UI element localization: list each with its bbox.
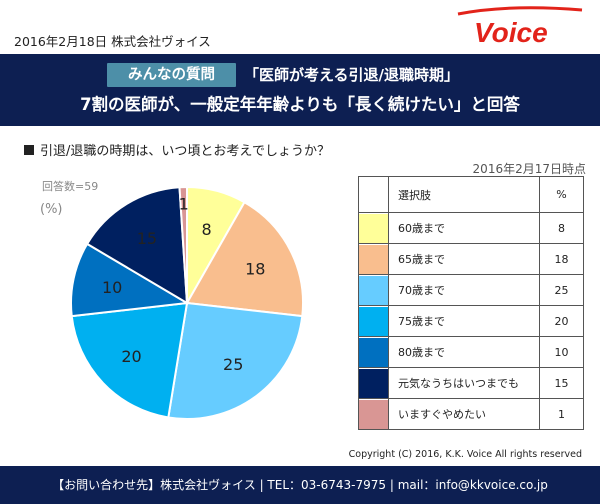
pie-slice-label: 15 [137, 229, 157, 248]
contact-footer: 【お問い合わせ先】株式会社ヴォイス | TEL：03-6743-7975 | m… [0, 466, 600, 504]
legend-swatch [358, 336, 389, 368]
unit-label: (%) [40, 202, 63, 217]
pie-slice-label: 25 [223, 355, 243, 374]
header-banner [0, 54, 600, 126]
pie-slice [167, 301, 304, 420]
legend-value: 20 [539, 305, 584, 337]
pie-slice [70, 242, 191, 318]
pie-slice-label: 1 [179, 194, 189, 213]
pie-chart: 8 18 25 20 10 15 1 [70, 185, 304, 420]
legend-header-swatch [358, 176, 389, 213]
legend-value: 18 [539, 243, 584, 275]
pie-slice-label: 20 [121, 347, 141, 366]
legend-value: 15 [539, 367, 584, 399]
legend-header-choice: 選択肢 [388, 176, 540, 213]
copyright: Copyright (C) 2016, K.K. Voice All right… [348, 449, 582, 460]
legend-row: 65歳まで 18 [358, 243, 584, 275]
pie-slice-label: 18 [245, 259, 265, 278]
legend-row: いますぐやめたい 1 [358, 398, 584, 430]
legend-value: 25 [539, 274, 584, 306]
legend-row: 元気なうちはいつまでも 15 [358, 367, 584, 399]
logo-swoosh [457, 6, 583, 16]
pie-slice [178, 185, 188, 304]
legend-row: 80歳まで 10 [358, 336, 584, 368]
pie-slice [85, 186, 189, 305]
voice-logo: Voice [457, 6, 583, 48]
legend-row: 75歳まで 20 [358, 305, 584, 337]
legend-swatch [358, 305, 389, 337]
as-of-date: 2016年2月17日時点 [472, 162, 586, 176]
legend-value: 1 [539, 398, 584, 430]
legend-label: いますぐやめたい [388, 398, 540, 430]
legend-table: 選択肢 % 60歳まで 8 65歳まで 18 70歳まで 25 75歳まで 20 80歳まで 10… [358, 176, 584, 430]
legend-swatch [358, 243, 389, 275]
topic-badge: みんなの質問 [107, 63, 236, 87]
legend-label: 70歳まで [388, 274, 540, 306]
legend-value: 10 [539, 336, 584, 368]
question-text: 引退/退職の時期は、いつ頃とお考えでしょうか？ [24, 140, 330, 159]
pie-slice-label: 10 [102, 278, 122, 297]
legend-swatch [358, 274, 389, 306]
legend-header-row: 選択肢 % [358, 176, 584, 213]
date-company-line: 2016年2月18日 株式会社ヴォイス [14, 34, 211, 49]
pie-slice [185, 200, 304, 318]
pie-slice-label: 8 [202, 220, 212, 239]
legend-row: 60歳まで 8 [358, 212, 584, 244]
question-label: 引退/退職の時期は、いつ頃とお考えでしょうか？ [40, 144, 330, 159]
legend-value: 8 [539, 212, 584, 244]
legend-label: 元気なうちはいつまでも [388, 367, 540, 399]
logo-text: Voice [474, 17, 548, 48]
legend-label: 60歳まで [388, 212, 540, 244]
legend-label: 75歳まで [388, 305, 540, 337]
legend-row: 70歳まで 25 [358, 274, 584, 306]
headline: 7割の医師が、一般定年年齢よりも「長く続けたい」と回答 [80, 95, 520, 114]
pie-slice [70, 301, 189, 419]
legend-swatch [358, 212, 389, 244]
survey-title: 「医師が考える引退/退職時期」 [244, 66, 460, 84]
square-bullet-icon [24, 145, 34, 155]
respondent-count: 回答数=59 [42, 180, 99, 193]
legend-swatch [358, 367, 389, 399]
legend-label: 65歳まで [388, 243, 540, 275]
legend-header-percent: % [539, 176, 584, 213]
legend-label: 80歳まで [388, 336, 540, 368]
legend-swatch [358, 398, 389, 430]
